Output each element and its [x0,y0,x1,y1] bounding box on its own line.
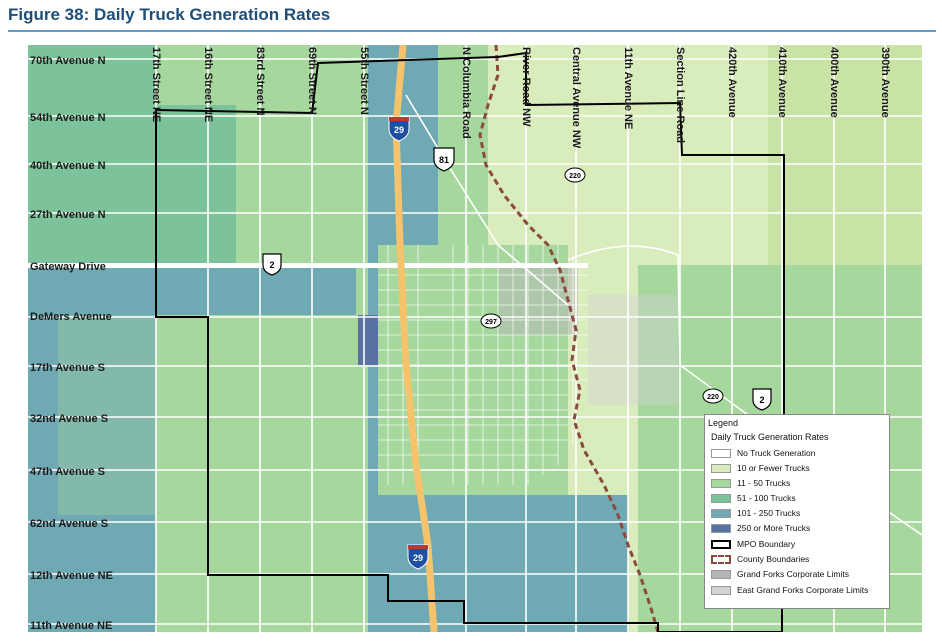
legend-label: 250 or More Trucks [737,523,811,533]
state-route-297: 297 [480,313,502,329]
zone-west-teal [28,45,156,265]
street-label-70th-ave-n: 70th Avenue N [30,55,106,67]
street-label-demers-ave: DeMers Avenue [30,311,112,323]
legend-subtitle: Daily Truck Generation Rates [711,432,829,442]
legend-swatch [711,463,731,473]
street-label-410th-ave: 410th Avenue [776,47,788,118]
zone-west-blue [28,265,156,632]
street-label-12th-ave-ne: 12th Avenue NE [30,570,113,582]
svg-text:220: 220 [707,394,719,401]
zone-east-gf [588,295,678,405]
state-route-220-east: 220 [702,388,724,404]
legend-item: 10 or Fewer Trucks [711,462,877,474]
street-label-69th-st-n: 69th Street N [306,47,318,115]
street-label-62nd-ave-s: 62nd Avenue S [30,518,108,530]
street-label-27th-ave-n: 27th Avenue N [30,209,106,221]
truck-generation-map: 17th Street NE 16th Street NE 83rd Stree… [28,45,922,632]
street-label-11th-ave-ne-v: 11th Avenue NE [622,47,634,129]
county-boundary [478,45,660,632]
legend-swatch [711,448,731,458]
route-shields: 29 29 81 2 2 220 220 297 [262,116,772,570]
street-label-n-columbia-rd: N Columbia Road [460,47,472,139]
us-2-shield-west: 2 [262,253,282,276]
street-label-17th-st-ne: 17th Street NE [150,47,162,122]
legend-item: No Truck Generation [711,447,877,459]
zone-west-green [58,315,156,515]
legend-swatch [711,478,731,488]
svg-text:81: 81 [439,155,449,165]
state-route-220-north: 220 [564,167,586,183]
street-label-40th-ave-n: 40th Avenue N [30,160,106,172]
svg-text:29: 29 [394,125,404,135]
legend-label: No Truck Generation [737,448,816,458]
legend-swatch [711,508,731,518]
legend-swatch [711,569,731,579]
legend-swatch [711,493,731,503]
zone-south-blue [438,495,628,632]
legend-item: MPO Boundary [711,538,877,550]
legend-item: East Grand Forks Corporate Limits [711,584,877,596]
svg-text:2: 2 [759,395,764,405]
street-label-section-line-rd: Section Line Road [674,47,686,143]
map-legend: Legend Daily Truck Generation Rates No T… [704,414,890,609]
us-81-road [405,94,569,306]
legend-label: East Grand Forks Corporate Limits [737,585,869,595]
legend-title: Legend [708,418,739,428]
gateway-drive [28,263,588,268]
street-label-11th-ave-ne: 11th Avenue NE [30,620,112,632]
title-rule [8,30,936,32]
street-label-400th-ave: 400th Avenue [828,47,840,118]
street-label-river-rd-nw: River Road NW [520,47,532,127]
street-label-55th-st-n: 55th Street N [358,47,370,115]
legend-swatch [711,523,731,533]
street-label-16th-st-ne: 16th Street NE [202,47,214,122]
legend-item: County Boundaries [711,553,877,565]
svg-text:220: 220 [569,173,581,180]
legend-label: County Boundaries [737,554,810,564]
interstate-shield-south: 29 [407,544,429,570]
legend-label: 101 - 250 Trucks [737,508,801,518]
legend-item: Grand Forks Corporate Limits [711,568,877,580]
legend-label: 51 - 100 Trucks [737,493,796,503]
legend-item: 250 or More Trucks [711,522,877,534]
street-label-54th-ave-n: 54th Avenue N [30,112,106,124]
legend-label: Grand Forks Corporate Limits [737,569,849,579]
street-label-47th-ave-s: 47th Avenue S [30,466,105,478]
legend-item: 11 - 50 Trucks [711,477,877,489]
zone-far-east [768,45,922,305]
street-labels: 17th Street NE 16th Street NE 83rd Stree… [30,47,891,632]
street-label-gateway-dr: Gateway Drive [30,261,106,273]
us-2-east [567,245,922,536]
svg-text:2: 2 [269,260,274,270]
legend-swatch [711,539,731,549]
legend-swatch [711,585,731,595]
street-label-32nd-ave-s: 32nd Avenue S [30,413,108,425]
street-label-central-ave-nw: Central Avenue NW [570,47,582,149]
street-label-83rd-st-n: 83rd Street N [254,47,266,116]
zone-city-core [498,265,578,335]
legend-label: 10 or Fewer Trucks [737,463,810,473]
legend-swatch [711,554,731,564]
svg-text:29: 29 [413,553,423,563]
interstate-shield-north: 29 [388,116,410,142]
street-label-17th-ave-s: 17th Avenue S [30,362,105,374]
us-81-shield: 81 [433,147,455,172]
section-roads [28,45,922,632]
street-label-420th-ave: 420th Avenue [726,47,738,118]
legend-label: 11 - 50 Trucks [737,478,791,488]
zone-blue-mid [156,265,356,315]
figure-title: Figure 38: Daily Truck Generation Rates [8,5,331,24]
us-2-shield-east: 2 [752,388,772,411]
zone-nw-teal [156,105,236,265]
roads-horizontal [28,58,922,625]
svg-text:297: 297 [485,319,497,326]
legend-label: MPO Boundary [737,539,796,549]
legend-item: 101 - 250 Trucks [711,507,877,519]
legend-item: 51 - 100 Trucks [711,492,877,504]
street-label-390th-ave: 390th Avenue [879,47,891,118]
